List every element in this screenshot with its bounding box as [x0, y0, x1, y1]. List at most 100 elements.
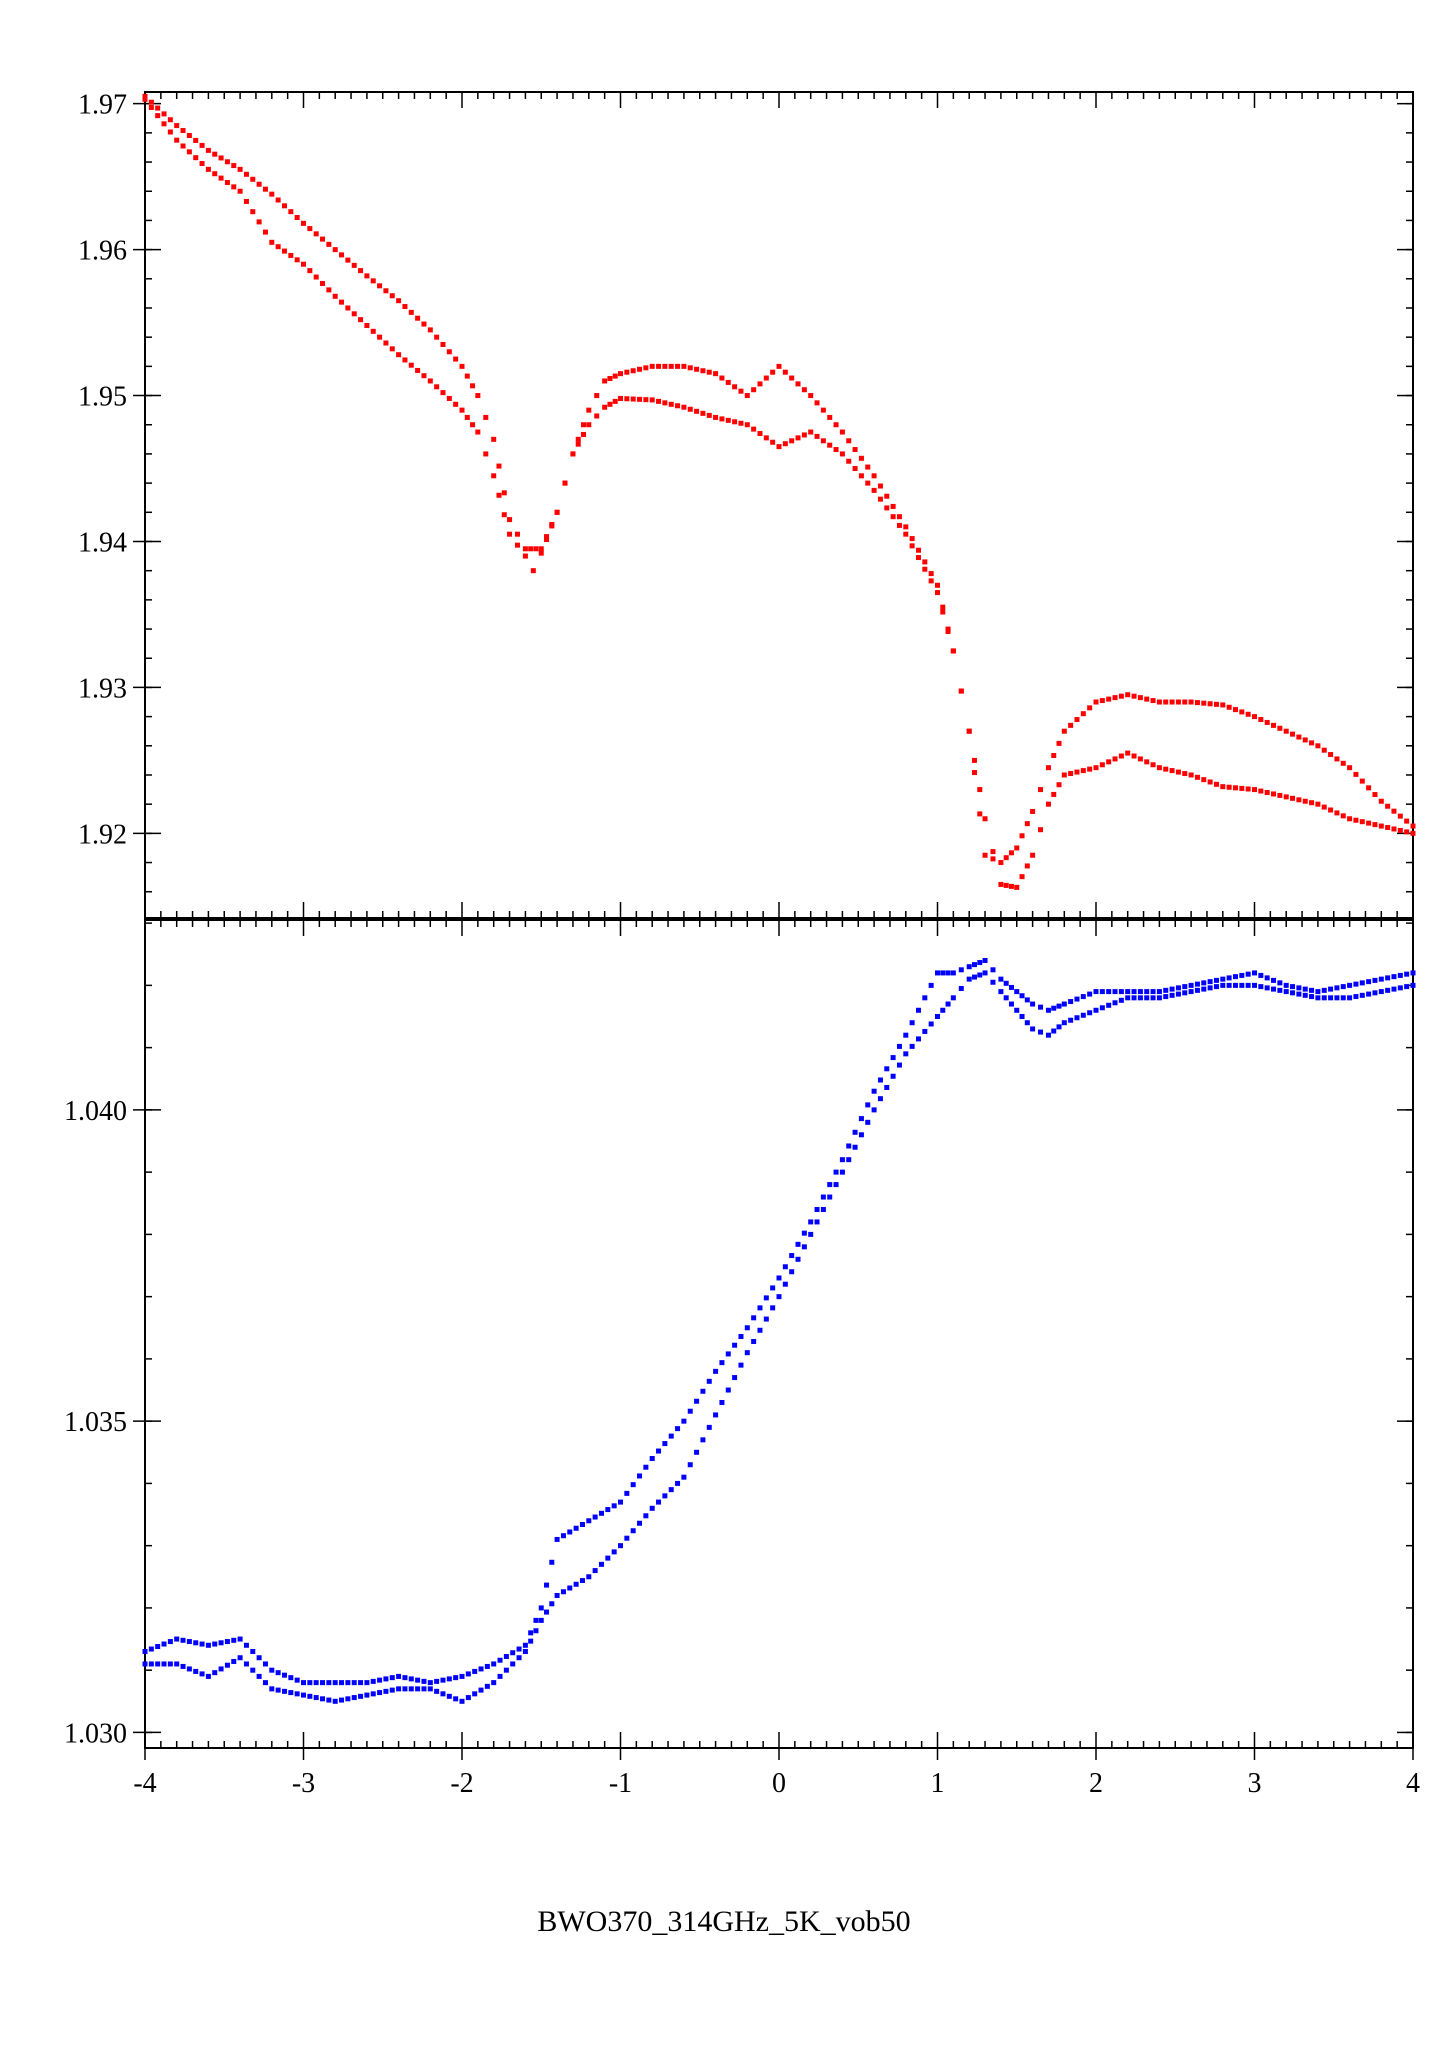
data-point: [1201, 777, 1207, 783]
bottom-y-tick-label: 1.035: [64, 1407, 127, 1438]
data-point: [275, 244, 281, 250]
data-point: [884, 1066, 890, 1072]
data-point: [1258, 984, 1264, 990]
data-point: [637, 1473, 643, 1479]
data-point: [896, 514, 902, 520]
data-point: [1080, 711, 1086, 717]
data-point: [795, 1241, 801, 1247]
data-point: [440, 1691, 446, 1697]
data-point: [1378, 989, 1384, 995]
data-point: [415, 1686, 421, 1692]
data-point: [275, 197, 281, 203]
data-point: [1156, 989, 1162, 995]
data-point: [205, 1673, 211, 1679]
data-point: [624, 396, 630, 402]
data-point: [459, 1673, 465, 1679]
data-point: [345, 257, 351, 263]
data-point: [990, 967, 996, 973]
data-point: [389, 346, 395, 352]
data-point: [852, 1129, 858, 1135]
data-point: [1156, 765, 1162, 771]
data-point: [950, 970, 956, 976]
data-point: [977, 811, 983, 817]
data-point: [725, 417, 731, 423]
data-point: [205, 1642, 211, 1648]
data-point: [1051, 1005, 1057, 1011]
data-point: [950, 995, 956, 1001]
data-point: [903, 1032, 909, 1038]
data-point: [1264, 975, 1270, 981]
data-point: [294, 257, 300, 263]
data-point: [174, 1661, 180, 1667]
data-point: [1038, 1004, 1044, 1010]
data-point: [281, 203, 287, 209]
data-point: [1264, 719, 1270, 725]
data-point: [549, 1559, 555, 1565]
data-point: [339, 1680, 345, 1686]
data-point: [1378, 823, 1384, 829]
top-y-tick-label: 1.92: [78, 819, 127, 850]
data-point: [612, 398, 618, 404]
data-point: [982, 970, 988, 976]
data-point: [706, 1424, 712, 1430]
data-point: [1366, 785, 1372, 791]
data-point: [966, 976, 972, 982]
data-point: [193, 1640, 199, 1646]
data-point: [846, 1143, 852, 1149]
data-point: [573, 1581, 579, 1587]
data-point: [630, 1528, 636, 1534]
data-point: [681, 1474, 687, 1480]
data-point: [1014, 845, 1020, 851]
data-point: [877, 1077, 883, 1083]
data-point: [1144, 995, 1150, 1001]
data-point: [402, 1686, 408, 1692]
data-point: [1239, 972, 1245, 978]
data-point: [896, 522, 902, 528]
data-point: [877, 496, 883, 502]
data-point: [1194, 700, 1200, 706]
data-point: [738, 420, 744, 426]
data-point: [1099, 1005, 1105, 1011]
data-point: [877, 1096, 883, 1102]
data-point: [560, 1533, 566, 1539]
bottom-series-1: [142, 957, 1416, 1686]
data-point: [218, 1640, 224, 1646]
data-point: [795, 435, 801, 441]
data-point: [738, 1362, 744, 1368]
data-point: [383, 1688, 389, 1694]
data-point: [732, 384, 738, 390]
data-point: [668, 1433, 674, 1439]
data-point: [364, 273, 370, 279]
data-point: [475, 429, 481, 435]
data-point: [1030, 808, 1036, 814]
data-point: [1030, 1001, 1036, 1007]
data-point: [1093, 1007, 1099, 1013]
data-point: [193, 155, 199, 161]
data-point: [1056, 740, 1062, 746]
data-point: [668, 401, 674, 407]
data-point: [522, 1642, 528, 1648]
x-tick-label: -1: [609, 1768, 632, 1799]
data-point: [1051, 1028, 1057, 1034]
data-point: [1315, 801, 1321, 807]
data-point: [484, 1683, 490, 1689]
data-point: [700, 1437, 706, 1443]
data-point: [1163, 987, 1169, 993]
data-point: [1163, 994, 1169, 1000]
data-point: [903, 531, 909, 537]
data-point: [782, 441, 788, 447]
data-point: [294, 1677, 300, 1683]
data-point: [262, 229, 268, 235]
data-point: [1087, 1010, 1093, 1016]
data-point: [262, 186, 268, 192]
data-point: [1404, 984, 1410, 990]
data-point: [1014, 989, 1020, 995]
data-point: [1245, 786, 1251, 792]
data-point: [193, 137, 199, 143]
data-point: [218, 175, 224, 181]
data-point: [1226, 784, 1232, 790]
data-point: [1188, 982, 1194, 988]
data-point: [174, 123, 180, 129]
data-point: [1245, 982, 1251, 988]
data-point: [1239, 785, 1245, 791]
